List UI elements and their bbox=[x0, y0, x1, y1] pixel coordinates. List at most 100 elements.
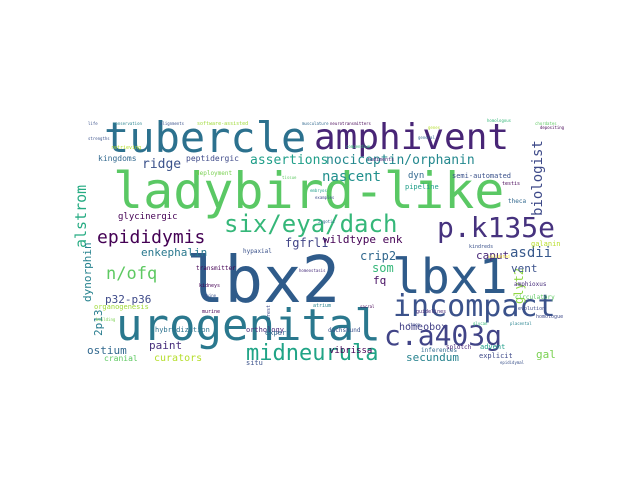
word-wildtype-enk: wildtype enk bbox=[323, 233, 403, 246]
word-kindreds: kindreds bbox=[469, 244, 493, 250]
word-evolution: evolution bbox=[518, 306, 545, 312]
word-kingdoms: kingdoms bbox=[98, 154, 137, 163]
word-placental: placental bbox=[510, 321, 532, 326]
word-2p13: 2p13 bbox=[92, 310, 105, 337]
word-hypaxial: hypaxial bbox=[243, 248, 272, 255]
word-orthology: orthology bbox=[246, 326, 284, 334]
word-transmitter: transmitter bbox=[196, 265, 236, 272]
word-homologue: homologue bbox=[536, 314, 563, 320]
word-inferences: inferences bbox=[421, 347, 458, 354]
word-musculature: musculature bbox=[302, 121, 329, 126]
cloud-background bbox=[80, 113, 560, 367]
word-nascent: nascent bbox=[322, 169, 381, 185]
word-neurotransmitters: neurotransmitters bbox=[330, 121, 372, 126]
word-homologous: homologous bbox=[487, 118, 512, 123]
word-situ: situ bbox=[246, 359, 263, 367]
word-glycinergic: glycinergic bbox=[118, 212, 178, 222]
word-gal: gal bbox=[536, 348, 556, 361]
word-testis: testis bbox=[502, 181, 520, 187]
word-epididymis: epididymis bbox=[97, 227, 205, 248]
word-epididymal: epididymal bbox=[500, 360, 525, 365]
word-embryos: embryos bbox=[310, 188, 327, 193]
word-n-ofq: n/ofq bbox=[106, 264, 157, 284]
word-assertions: assertions bbox=[250, 153, 328, 168]
word-glyt2: glyt2 bbox=[512, 268, 526, 304]
word-vibrissa: vibrissa bbox=[329, 346, 372, 356]
word-life: life bbox=[88, 121, 98, 126]
word-expert: expert bbox=[265, 329, 290, 337]
word-amphivent: amphivent bbox=[314, 117, 509, 158]
word-p32-p36: p32-p36 bbox=[105, 293, 151, 306]
word-murine: murine bbox=[202, 309, 220, 315]
word-paint: paint bbox=[149, 339, 182, 352]
word-homeostasis: homeostasis bbox=[299, 268, 326, 273]
word-depositing: depositing bbox=[540, 125, 565, 130]
word-amphioxus: amphioxus bbox=[514, 281, 547, 288]
word-asdii: asdii bbox=[510, 245, 552, 261]
word-zygotic: zygotic bbox=[318, 219, 335, 224]
word-biologist: biologist bbox=[530, 140, 546, 216]
word-incompact: incompact bbox=[393, 289, 556, 324]
word-galanin: galanin bbox=[531, 240, 561, 248]
word-som: som bbox=[372, 261, 394, 275]
word-dachshund: dachshund bbox=[328, 327, 361, 334]
word-spine: spine bbox=[204, 293, 217, 298]
word-retrieving: retrieving bbox=[111, 145, 141, 151]
word-validated: validated bbox=[488, 254, 510, 259]
word-guidelines: guidelines bbox=[416, 309, 446, 315]
word-nociceptin-orphanin: nociceptin/orphanin bbox=[326, 153, 475, 168]
word-urogenital: urogenital bbox=[116, 300, 381, 351]
word-ostium: ostium bbox=[87, 344, 127, 357]
word-dynorphin: dynorphin bbox=[81, 242, 94, 302]
word-c-a403g: c.a403g bbox=[384, 319, 502, 352]
word-ridge: ridge bbox=[142, 157, 181, 172]
word-explicit: explicit bbox=[479, 352, 513, 360]
word-ladybird-like: ladybird-like bbox=[113, 162, 504, 220]
word-cranial: cranial bbox=[104, 354, 138, 363]
word-pipeline: pipeline bbox=[405, 183, 439, 191]
word-deployment: deployment bbox=[196, 170, 233, 177]
word-organogenesis: organogenesis bbox=[94, 303, 149, 311]
word-enkephalin: enkephalin bbox=[141, 246, 207, 259]
word-lbx2: lbx2 bbox=[186, 244, 340, 318]
word-building: building bbox=[96, 317, 116, 322]
word-dyn: dyn bbox=[408, 171, 424, 181]
word-chordates: chordates bbox=[535, 121, 557, 126]
word-fgfrl1: fgfrl1 bbox=[285, 236, 328, 250]
word-p-k135e: p.k135e bbox=[437, 211, 555, 244]
word-homeobox: homeobox bbox=[399, 322, 447, 333]
word-general: general bbox=[418, 135, 435, 140]
word-alignments: alignments bbox=[160, 121, 185, 126]
word-compendium: compendium bbox=[346, 144, 371, 149]
word-curators: curators bbox=[154, 353, 202, 364]
word-software-assisted: software-assisted bbox=[197, 121, 248, 127]
word-glycan: glycan bbox=[473, 321, 488, 326]
word-fq: fq bbox=[373, 274, 386, 287]
word-advent: advent bbox=[480, 343, 505, 351]
word-sacral: sacral bbox=[360, 304, 375, 309]
word-caput: caput bbox=[476, 249, 509, 262]
word-semi-automated: semi-automated bbox=[452, 172, 511, 180]
word-atrium: atrium bbox=[313, 303, 331, 309]
word-alstrom: alstrom bbox=[72, 185, 90, 248]
word-strengths: strengths bbox=[88, 136, 110, 141]
word-splotch: splotch bbox=[446, 344, 472, 351]
word-conservation: conservation bbox=[113, 121, 142, 126]
word-crip2: crip2 bbox=[360, 249, 396, 263]
word-midneurula: midneurula bbox=[246, 341, 378, 366]
word-circulatory: circulatory bbox=[515, 294, 555, 301]
word-tubercle: tubercle bbox=[104, 113, 306, 162]
word-examples: examples bbox=[315, 195, 335, 200]
word-lbx1: lbx1 bbox=[392, 249, 508, 305]
word-stage: stage bbox=[408, 322, 421, 327]
word-theca: theca bbox=[508, 198, 526, 205]
word-vent: vent bbox=[511, 262, 538, 275]
word-crest: crest bbox=[266, 305, 272, 320]
word-kidneys: kidneys bbox=[199, 283, 220, 289]
word-peptidergic: peptidergic bbox=[186, 154, 239, 163]
word-rudiments: rudiments bbox=[367, 157, 394, 163]
word-tissue: tissue bbox=[282, 175, 297, 180]
word-secundum: secundum bbox=[406, 351, 459, 364]
word-hybridization: hybridization bbox=[155, 326, 210, 334]
